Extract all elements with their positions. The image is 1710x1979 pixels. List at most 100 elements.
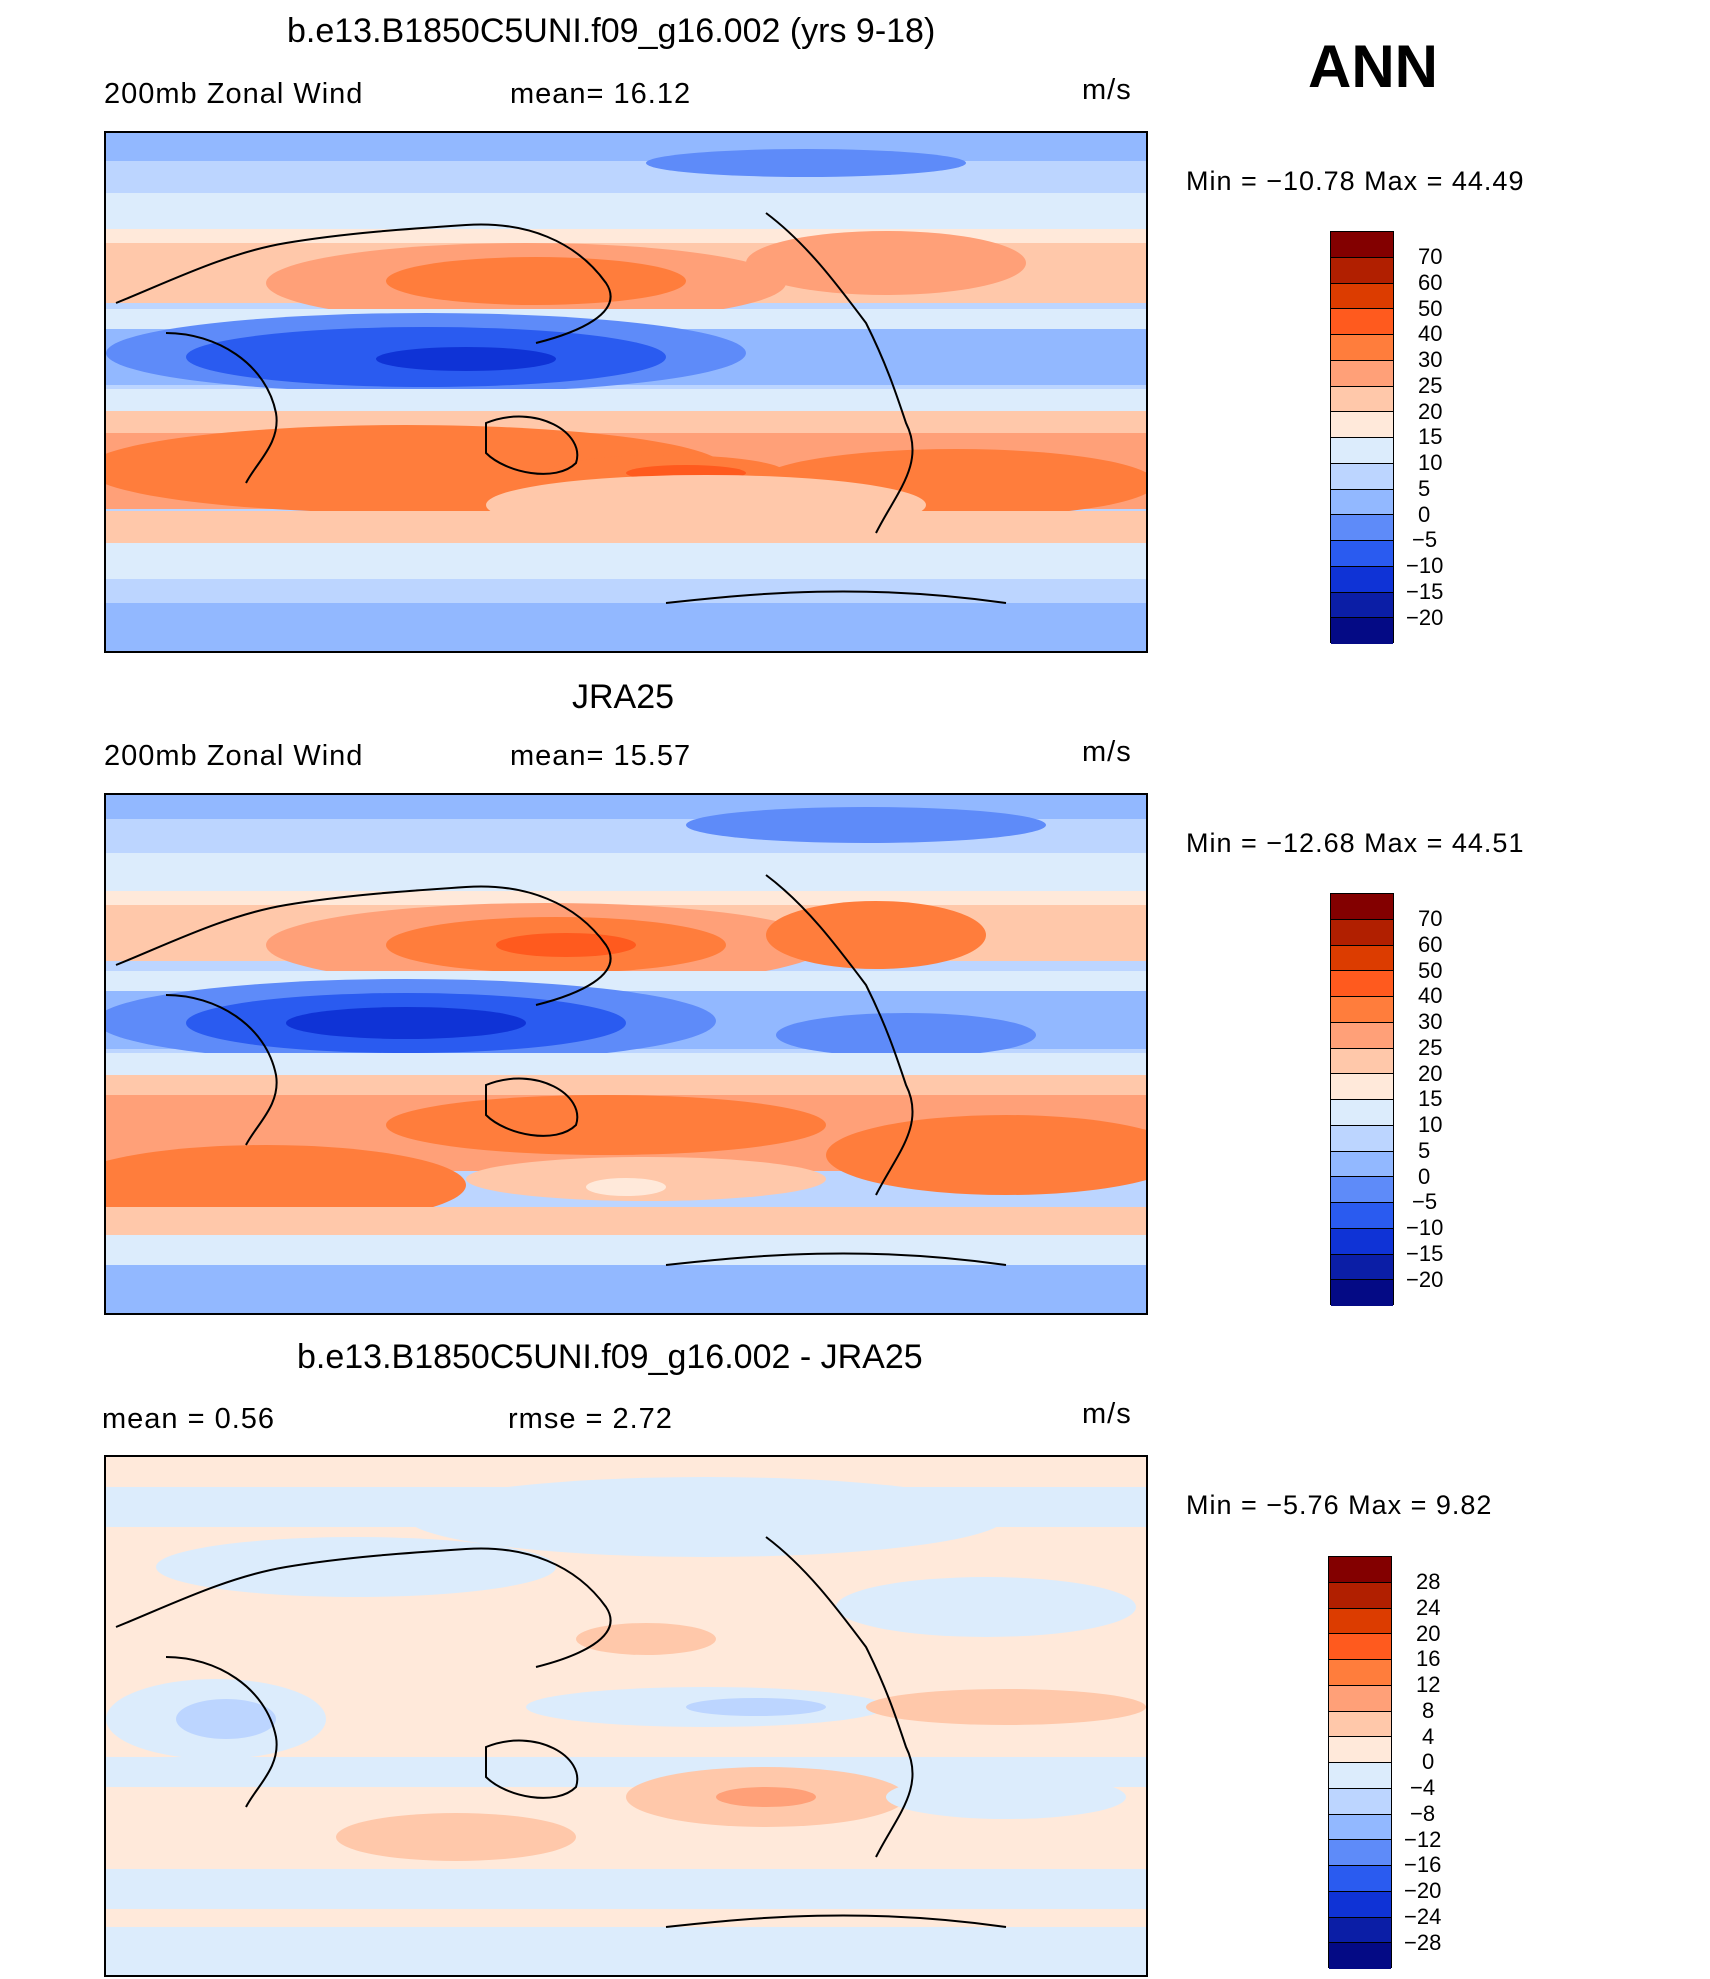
colorbar-swatch — [1331, 1151, 1393, 1178]
colorbar-tick-label: 70 — [1418, 906, 1443, 931]
colorbar-tick-label: 70 — [1418, 244, 1443, 269]
colorbar-swatch — [1331, 489, 1393, 516]
colorbar-tick-label: 5 — [1418, 1138, 1431, 1163]
colorbar-tick-label: 8 — [1422, 1698, 1435, 1723]
colorbar-tick-label: 40 — [1418, 321, 1443, 346]
colorbar-swatch — [1331, 541, 1393, 567]
colorbar-tick-label: −8 — [1410, 1801, 1436, 1826]
panel3-min-max: Min = −5.76 Max = 9.82 — [1186, 1490, 1493, 1520]
colorbar-swatch — [1329, 1634, 1391, 1660]
colorbar-swatch — [1329, 1763, 1391, 1789]
colorbar-tick-label: 5 — [1418, 476, 1431, 501]
colorbar-tick-label: 30 — [1418, 1009, 1443, 1034]
colorbar-swatch — [1331, 1177, 1393, 1203]
panel1-colorbar — [1330, 231, 1394, 644]
colorbar-swatch — [1329, 1917, 1391, 1944]
panel2-left-label: 200mb Zonal Wind — [104, 740, 364, 772]
colorbar-swatch — [1331, 566, 1393, 593]
colorbar-tick-label: −15 — [1406, 1241, 1444, 1266]
colorbar-tick-label: 15 — [1418, 424, 1443, 449]
panel1-title: b.e13.B1850C5UNI.f09_g16.002 (yrs 9-18) — [287, 12, 936, 50]
colorbar-swatch — [1329, 1866, 1391, 1892]
panel2-colorbar — [1330, 893, 1394, 1306]
colorbar-swatch — [1331, 360, 1393, 387]
colorbar-swatch — [1331, 997, 1393, 1023]
colorbar-tick-label: 10 — [1418, 450, 1443, 475]
colorbar-swatch — [1329, 1943, 1391, 1969]
colorbar-tick-label: 25 — [1418, 373, 1443, 398]
colorbar-swatch — [1331, 1048, 1393, 1075]
colorbar-tick-label: 60 — [1418, 932, 1443, 957]
colorbar-tick-label: 28 — [1416, 1569, 1441, 1594]
colorbar-tick-label: 20 — [1418, 399, 1443, 424]
colorbar-swatch — [1331, 1022, 1393, 1049]
colorbar-tick-label: 50 — [1418, 296, 1443, 321]
colorbar-tick-label: −15 — [1406, 579, 1444, 604]
colorbar-swatch — [1329, 1685, 1391, 1712]
colorbar-tick-label: 60 — [1418, 270, 1443, 295]
colorbar-tick-label: −10 — [1406, 1215, 1444, 1240]
colorbar-swatch — [1331, 945, 1393, 972]
colorbar-swatch — [1329, 1788, 1391, 1815]
colorbar-swatch — [1331, 1125, 1393, 1152]
colorbar-tick-label: 20 — [1416, 1621, 1441, 1646]
colorbar-tick-label: −20 — [1406, 605, 1444, 630]
colorbar-swatch — [1331, 515, 1393, 541]
panel1-units: m/s — [1082, 74, 1132, 106]
colorbar-swatch — [1331, 894, 1393, 920]
colorbar-tick-label: 40 — [1418, 983, 1443, 1008]
panel2-center-label: mean= 15.57 — [510, 740, 692, 772]
colorbar-tick-label: −5 — [1412, 1189, 1438, 1214]
colorbar-swatch — [1331, 386, 1393, 413]
colorbar-swatch — [1331, 335, 1393, 361]
colorbar-tick-label: −16 — [1404, 1852, 1442, 1877]
colorbar-swatch — [1329, 1557, 1391, 1583]
colorbar-tick-label: −10 — [1406, 553, 1444, 578]
colorbar-tick-label: −28 — [1404, 1930, 1442, 1955]
colorbar-tick-label: 0 — [1418, 1164, 1431, 1189]
season-label: ANN — [1308, 33, 1438, 100]
panel1-left-label: 200mb Zonal Wind — [104, 78, 364, 110]
colorbar-swatch — [1329, 1814, 1391, 1841]
colorbar-tick-label: 10 — [1418, 1112, 1443, 1137]
colorbar-swatch — [1331, 1074, 1393, 1100]
colorbar-tick-label: 25 — [1418, 1035, 1443, 1060]
colorbar-tick-label: −12 — [1404, 1827, 1442, 1852]
colorbar-tick-label: −5 — [1412, 527, 1438, 552]
panel3-mean-label: mean = 0.56 — [102, 1403, 276, 1435]
colorbar-tick-label: 4 — [1422, 1724, 1435, 1749]
panel1-center-label: mean= 16.12 — [510, 78, 692, 110]
panel2-units: m/s — [1082, 736, 1132, 768]
panel3-map — [104, 1455, 1148, 1977]
panel3-rmse-label: rmse = 2.72 — [508, 1403, 673, 1435]
colorbar-swatch — [1329, 1582, 1391, 1609]
colorbar-tick-label: 50 — [1418, 958, 1443, 983]
colorbar-swatch — [1331, 919, 1393, 946]
colorbar-tick-label: −24 — [1404, 1904, 1442, 1929]
panel1-map — [104, 131, 1148, 653]
colorbar-tick-label: 20 — [1418, 1061, 1443, 1086]
colorbar-swatch — [1331, 1228, 1393, 1255]
colorbar-swatch — [1331, 618, 1393, 644]
colorbar-swatch — [1329, 1711, 1391, 1738]
colorbar-tick-label: 0 — [1422, 1749, 1435, 1774]
colorbar-swatch — [1331, 232, 1393, 258]
colorbar-swatch — [1329, 1608, 1391, 1635]
colorbar-swatch — [1331, 971, 1393, 997]
colorbar-tick-label: 30 — [1418, 347, 1443, 372]
colorbar-swatch — [1331, 1280, 1393, 1306]
colorbar-swatch — [1331, 1203, 1393, 1229]
colorbar-tick-label: 15 — [1418, 1086, 1443, 1111]
panel1-min-max: Min = −10.78 Max = 44.49 — [1186, 166, 1525, 196]
colorbar-tick-label: 16 — [1416, 1646, 1441, 1671]
colorbar-swatch — [1329, 1840, 1391, 1866]
colorbar-swatch — [1331, 309, 1393, 335]
colorbar-swatch — [1331, 438, 1393, 464]
colorbar-tick-label: −4 — [1410, 1775, 1436, 1800]
colorbar-swatch — [1331, 1100, 1393, 1126]
colorbar-tick-label: −20 — [1406, 1267, 1444, 1292]
panel2-map — [104, 793, 1148, 1315]
colorbar-tick-label: −20 — [1404, 1878, 1442, 1903]
panel3-colorbar — [1328, 1556, 1392, 1969]
colorbar-tick-label: 24 — [1416, 1595, 1441, 1620]
